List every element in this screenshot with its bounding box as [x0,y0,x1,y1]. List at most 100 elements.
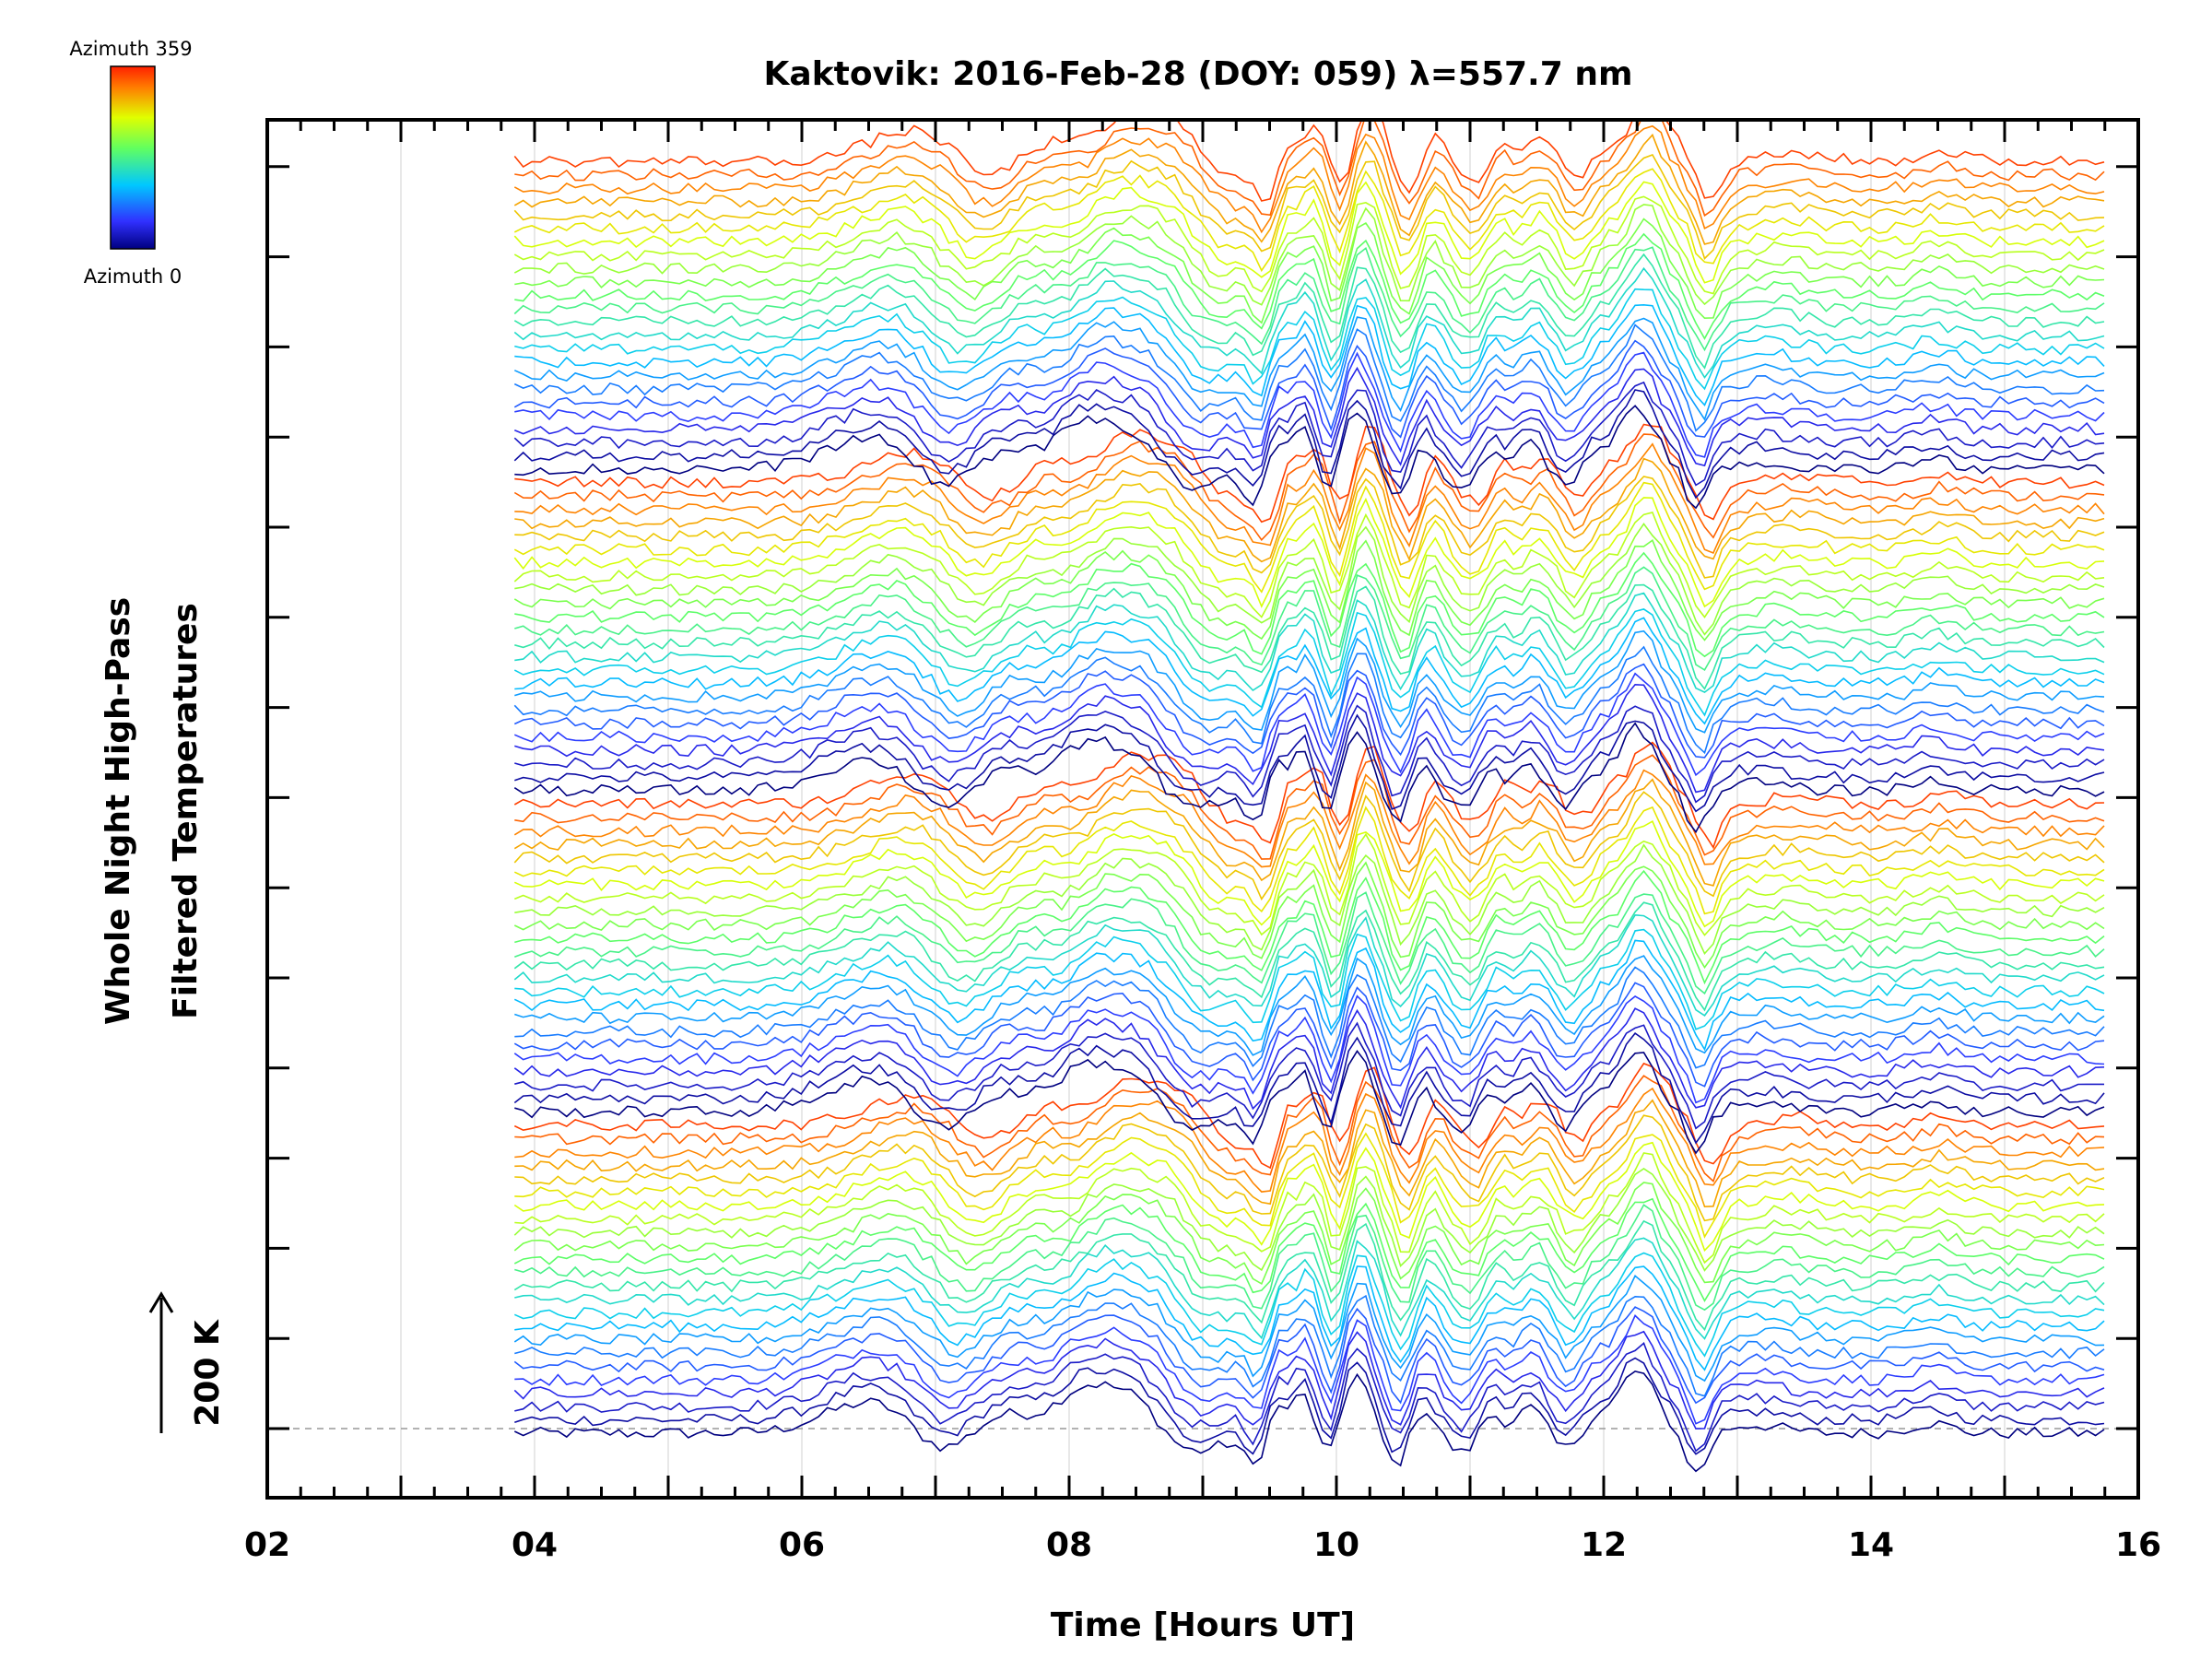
series-line [513,324,2105,432]
series-line [513,246,2105,352]
series-line [514,288,2105,391]
series-line [513,133,2105,245]
series-line [513,939,2105,1052]
series-line [514,754,2105,860]
y-axis-label-line1: Whole Night High-Pass [100,597,137,1025]
series-line [514,1075,2105,1183]
series-line [513,124,2105,234]
series-line [513,778,2105,887]
series-line [513,1032,2105,1145]
series-line [513,1330,2105,1430]
series-line [513,316,2105,421]
series-line [513,722,2105,834]
y-axis-label-line2: Filtered Temperatures [167,603,205,1019]
x-tick-label: 10 [1313,1526,1359,1564]
series-line [513,1275,2105,1382]
series-line [514,955,2105,1056]
scale-bar: 200 K [148,1291,227,1433]
series-line [514,366,2105,467]
series-line [513,181,2105,284]
series-line [513,381,2105,487]
series-line [513,1062,2105,1170]
series-line [513,994,2105,1104]
series-line [513,819,2105,928]
series-line [513,389,2105,500]
series-line [514,1204,2105,1312]
series-line [513,497,2105,608]
series-line [513,154,2105,260]
series-line [514,457,2105,563]
series-line [513,120,2105,202]
series-line [513,901,2105,1012]
series-line [514,1357,2105,1455]
series-line [514,704,2105,804]
series-line [513,1252,2105,1358]
x-tick-label: 04 [512,1526,558,1564]
series-line [514,351,2105,458]
series-line [514,617,2105,725]
x-axis-label: Time [Hours UT] [1051,1606,1355,1644]
series-line [514,683,2105,794]
x-tick-label: 12 [1581,1526,1627,1564]
series-line [514,442,2105,555]
series-line [514,583,2105,690]
series-line [514,1265,2105,1371]
series-line [513,1219,2105,1332]
series-line [513,433,2105,542]
x-gridlines [400,120,2006,1498]
series-line [514,1294,2105,1397]
colorbar-top-label: Azimuth 359 [69,38,192,60]
series-line [513,769,2105,868]
x-tick-label: 08 [1046,1526,1092,1564]
series-line [514,303,2105,406]
series-line [514,120,2105,218]
series-line [514,1099,2105,1208]
chart-title: Kaktovik: 2016-Feb-28 (DOY: 059) λ=557.7… [764,55,1633,93]
series-line [513,982,2105,1088]
series-line [513,913,2105,1017]
series-line [514,966,2105,1069]
series-line [513,645,2105,755]
series-line [513,1141,2105,1253]
x-tick-label: 06 [779,1526,825,1564]
series-line [514,1087,2105,1193]
series-line [513,791,2105,901]
series-line [513,1007,2105,1111]
series-line [514,1342,2105,1453]
series-traces [513,120,2105,1473]
series-line [513,1168,2105,1272]
series-line [513,1371,2105,1473]
series-line [514,1132,2105,1239]
scale-bar-label: 200 K [189,1319,227,1427]
series-line [513,663,2105,759]
series-line [514,1152,2105,1265]
series-line [514,566,2105,672]
axis-ticks [265,120,2140,1498]
series-line [514,1237,2105,1340]
series-line [513,832,2105,936]
series-line [514,423,2105,524]
series-line [514,1314,2105,1425]
x-tick-label: 16 [2115,1526,2161,1564]
series-line [513,168,2105,273]
colorbar-gradient [110,65,156,250]
series-line [513,861,2105,970]
series-line [513,195,2105,295]
series-line [513,1182,2105,1286]
series-line [514,592,2105,694]
series-line [514,1049,2105,1155]
colorbar-bottom-label: Azimuth 0 [84,265,182,288]
series-line [513,608,2105,717]
series-line [513,512,2105,618]
series-line [514,928,2105,1030]
colorbar: Azimuth 359 Azimuth 0 [69,38,192,288]
series-line [514,629,2105,734]
series-line [513,204,2105,306]
series-line [513,253,2105,370]
series-line [513,1197,2105,1302]
x-tick-label: 14 [1848,1526,1894,1564]
series-line [514,232,2105,340]
series-line [513,1306,2105,1405]
series-line [514,523,2105,636]
